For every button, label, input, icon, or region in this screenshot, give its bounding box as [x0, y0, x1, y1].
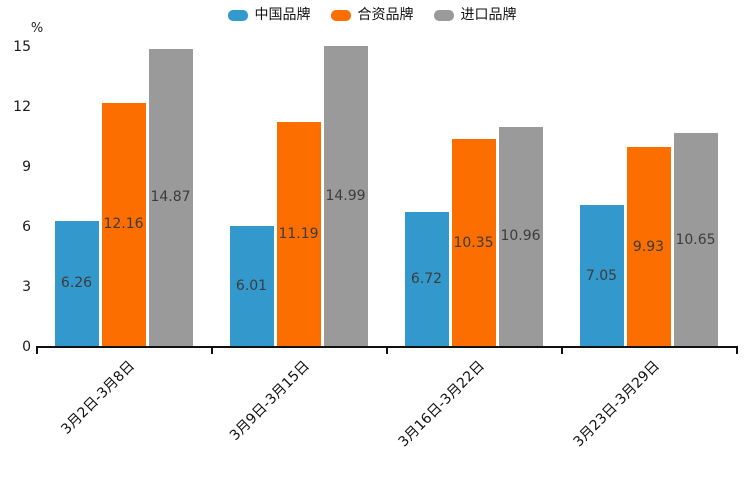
bar-value-label: 6.26: [60, 275, 93, 292]
x-axis-line: [36, 346, 738, 348]
y-tick-label: 0: [22, 339, 31, 355]
legend-label: 中国品牌: [254, 7, 311, 23]
legend-item-1: 中国品牌: [227, 7, 311, 23]
legend-swatch-icon: [433, 9, 454, 21]
bar-进口品牌-2: [323, 46, 368, 346]
bar-合资品牌-1: [101, 102, 146, 346]
y-tick-label: 12: [13, 99, 31, 115]
y-tick-label: 6: [22, 219, 31, 235]
x-axis-tick: [211, 348, 213, 354]
y-tick-label: 15: [13, 39, 31, 55]
bar-中国品牌-3: [404, 211, 449, 346]
y-tick-label: 3: [22, 279, 31, 295]
bar-value-label: 7.05: [585, 267, 618, 284]
legend-swatch-icon: [330, 9, 351, 21]
bar-合资品牌-3: [451, 139, 496, 346]
bar-value-label: 10.35: [453, 234, 494, 251]
bar-合资品牌-2: [276, 122, 321, 346]
x-axis-tick: [736, 348, 738, 354]
legend-swatch-icon: [227, 9, 248, 21]
bar-value-label: 9.93: [632, 238, 665, 255]
bar-中国品牌-1: [54, 220, 99, 346]
bar-进口品牌-1: [148, 48, 193, 346]
x-category-label: 3月2日-3月8日: [58, 358, 138, 438]
x-axis-tick: [36, 348, 38, 354]
x-category-label: 3月16日-3月22日: [395, 358, 488, 451]
x-category-label: 3月9日-3月15日: [226, 358, 313, 444]
bar-value-label: 11.19: [278, 226, 319, 243]
legend-item-2: 合资品牌: [330, 7, 414, 23]
bar-中国品牌-2: [229, 225, 274, 346]
x-axis-tick: [561, 348, 563, 354]
bar-value-label: 6.72: [410, 270, 443, 287]
bar-value-label: 14.87: [150, 189, 191, 206]
x-axis-tick: [386, 348, 388, 354]
legend-label: 合资品牌: [357, 7, 414, 23]
bar-value-label: 10.96: [500, 228, 541, 245]
x-category-label: 3月23日-3月29日: [570, 358, 663, 451]
bar-value-label: 6.01: [235, 277, 268, 294]
bar-value-label: 12.16: [103, 216, 144, 233]
legend-label: 进口品牌: [460, 7, 517, 23]
bar-value-label: 10.65: [675, 231, 716, 248]
bar-进口品牌-4: [673, 133, 718, 346]
bar-进口品牌-3: [498, 126, 543, 346]
bar-中国品牌-4: [579, 205, 624, 346]
bar-value-label: 14.99: [325, 188, 366, 205]
chart-legend: 中国品牌 合资品牌 进口品牌: [0, 7, 744, 23]
y-tick-label: 9: [22, 159, 31, 175]
bar-合资品牌-4: [626, 147, 671, 346]
legend-item-3: 进口品牌: [433, 7, 517, 23]
y-axis-unit-label: %: [30, 21, 44, 36]
